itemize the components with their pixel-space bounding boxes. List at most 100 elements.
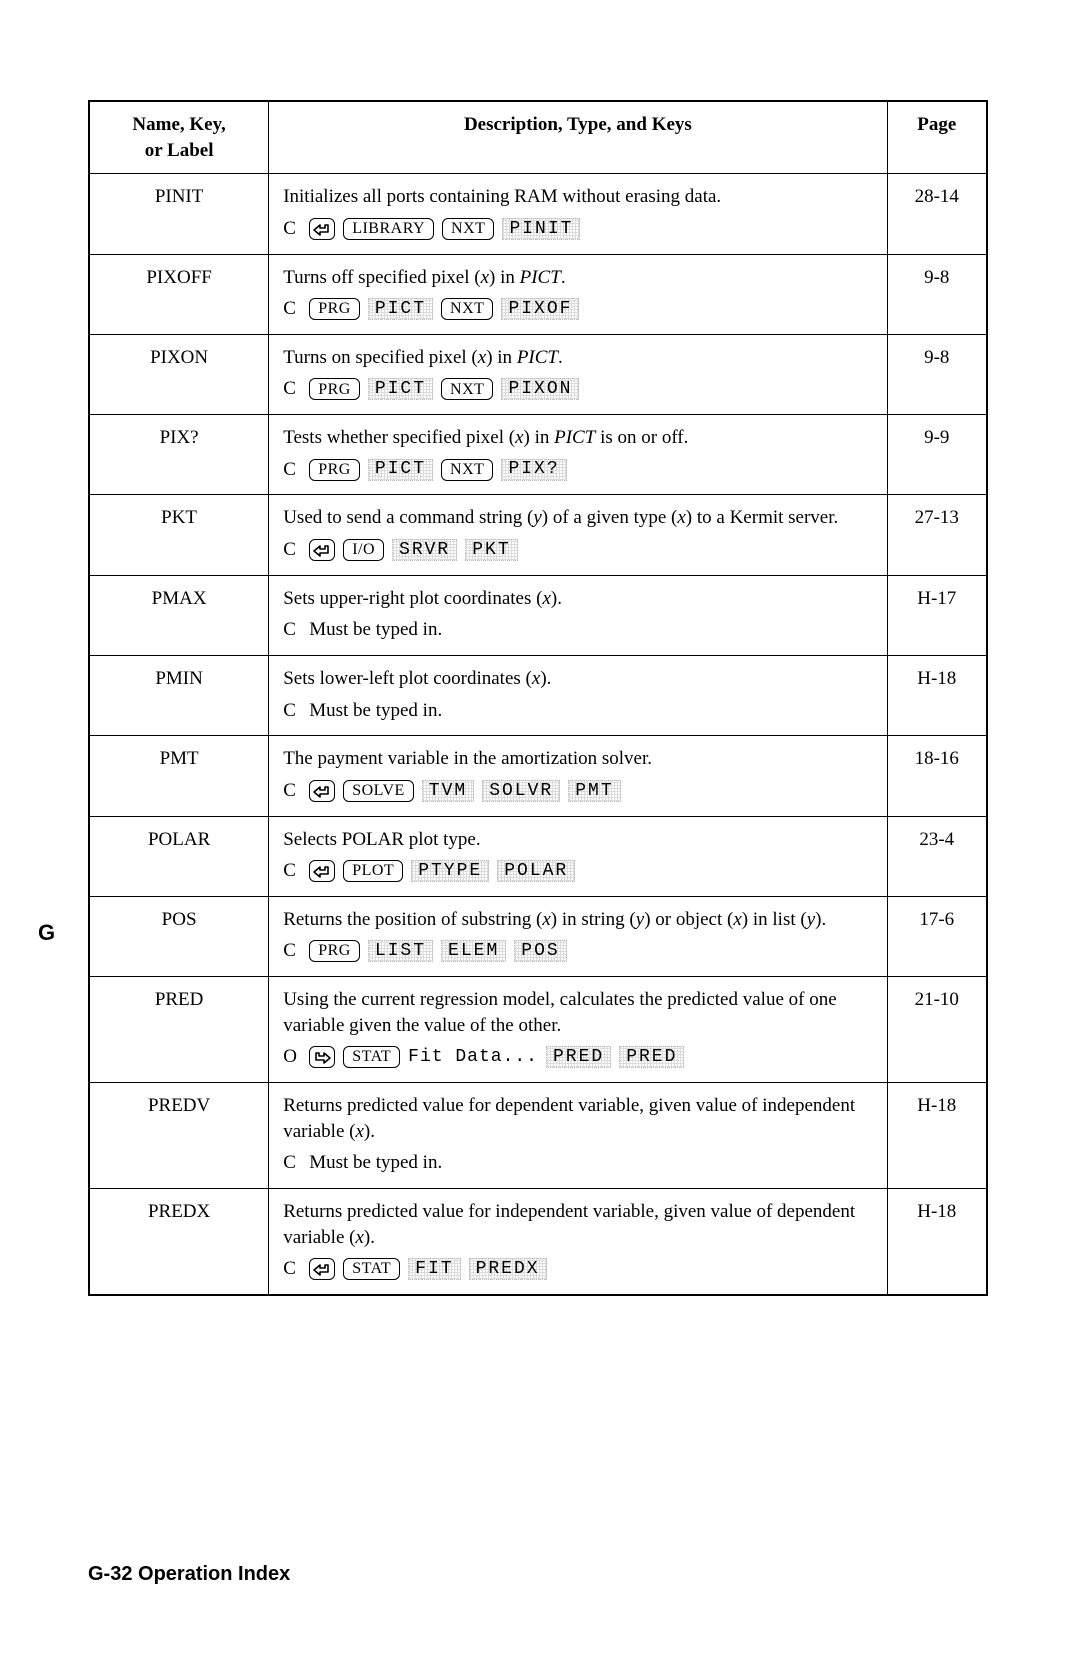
- operation-name: POS: [89, 896, 269, 976]
- page-ref: 9-9: [887, 415, 987, 495]
- operation-name: PREDX: [89, 1188, 269, 1294]
- softkey: PTYPE: [411, 860, 489, 882]
- table-row: PMAXSets upper-right plot coordinates (x…: [89, 575, 987, 655]
- type-letter: C: [283, 1256, 301, 1282]
- hardkey: NXT: [442, 218, 494, 240]
- softkey: TVM: [422, 780, 474, 802]
- softkey: PRED: [619, 1046, 684, 1068]
- operation-description: Returns predicted value for dependent va…: [269, 1083, 887, 1189]
- key-sequence: CSTATFITPREDX: [283, 1256, 872, 1282]
- softkey: PICT: [368, 459, 433, 481]
- typed-in-note: Must be typed in.: [309, 1150, 442, 1176]
- col-header-name: Name, Key,or Label: [89, 101, 269, 174]
- table-row: PINITInitializes all ports containing RA…: [89, 174, 987, 254]
- page-ref: H-18: [887, 1188, 987, 1294]
- table-row: PREDUsing the current regression model, …: [89, 977, 987, 1083]
- key-sequence: CPRGPICTNXTPIXON: [283, 376, 872, 402]
- shift-left-icon: [309, 860, 335, 882]
- type-letter: C: [283, 296, 301, 322]
- key-sequence: C PRG PICT NXT PIXOF: [283, 296, 872, 322]
- type-letter: O: [283, 1044, 301, 1070]
- hardkey: PRG: [309, 378, 360, 400]
- hardkey: PLOT: [343, 860, 403, 882]
- operation-description: Returns the position of substring (x) in…: [269, 896, 887, 976]
- type-letter: C: [283, 698, 301, 724]
- softkey: PIXOF: [501, 298, 579, 320]
- page-ref: 28-14: [887, 174, 987, 254]
- operation-description: Turns off specified pixel (x) in PICT.CP…: [269, 254, 887, 334]
- page-ref: 18-16: [887, 736, 987, 816]
- key-sequence: CPRGPICTNXTPIX?: [283, 457, 872, 483]
- col-header-page: Page: [887, 101, 987, 174]
- table-row: PMINSets lower-left plot coordinates (x)…: [89, 655, 987, 735]
- softkey: POLAR: [497, 860, 575, 882]
- operation-name: PMIN: [89, 655, 269, 735]
- operation-name: PIXON: [89, 334, 269, 414]
- type-letter: C: [283, 858, 301, 884]
- table-row: PKTUsed to send a command string (y) of …: [89, 495, 987, 575]
- key-sequence: C PRG LIST ELEM POS: [283, 938, 872, 964]
- col-header-desc: Description, Type, and Keys: [269, 101, 887, 174]
- type-letter: C: [283, 216, 301, 242]
- table-header-row: Name, Key,or Label Description, Type, an…: [89, 101, 987, 174]
- typed-in-note: Must be typed in.: [309, 617, 442, 643]
- hardkey: NXT: [441, 459, 493, 481]
- page: G Name, Key,or Label Description, Type, …: [0, 0, 1080, 1656]
- key-sequence: CI/OSRVRPKT: [283, 537, 872, 563]
- operation-name: PIX?: [89, 415, 269, 495]
- softkey: PRED: [546, 1046, 611, 1068]
- key-sequence: CLIBRARYNXTPINIT: [283, 216, 872, 242]
- shift-left-icon: [309, 780, 335, 802]
- hardkey: PRG: [309, 940, 360, 962]
- softkey: PICT: [368, 298, 433, 320]
- hardkey: STAT: [343, 1046, 400, 1068]
- table-row: POSReturns the position of substring (x)…: [89, 896, 987, 976]
- operation-description: Initializes all ports containing RAM wit…: [269, 174, 887, 254]
- operation-description: Using the current regression model, calc…: [269, 977, 887, 1083]
- hardkey: PRG: [309, 459, 360, 481]
- type-letter: C: [283, 457, 301, 483]
- table-row: PIX?Tests whether specified pixel (x) in…: [89, 415, 987, 495]
- table-row: PREDXReturns predicted value for indepen…: [89, 1188, 987, 1294]
- menu-text: Fit Data...: [408, 1045, 538, 1069]
- type-letter: C: [283, 376, 301, 402]
- operation-description: Selects POLAR plot type.CPLOTPTYPEPOLAR: [269, 816, 887, 896]
- operation-name: PRED: [89, 977, 269, 1083]
- page-ref: H-18: [887, 1083, 987, 1189]
- softkey: PIXON: [501, 378, 579, 400]
- softkey: PICT: [368, 378, 433, 400]
- hardkey: NXT: [441, 298, 493, 320]
- table-row: POLARSelects POLAR plot type.CPLOTPTYPEP…: [89, 816, 987, 896]
- softkey: SRVR: [392, 539, 457, 561]
- key-sequence: CSOLVETVMSOLVRPMT: [283, 778, 872, 804]
- shift-left-icon: [309, 1258, 335, 1280]
- table-row: PIXOFFTurns off specified pixel (x) in P…: [89, 254, 987, 334]
- type-letter: C: [283, 537, 301, 563]
- softkey: POS: [514, 940, 566, 962]
- type-letter: C: [283, 617, 301, 643]
- key-sequence: CMust be typed in.: [283, 698, 872, 724]
- operation-description: The payment variable in the amortization…: [269, 736, 887, 816]
- operation-index-table: Name, Key,or Label Description, Type, an…: [88, 100, 988, 1296]
- shift-right-icon: [309, 1046, 335, 1068]
- operation-name: POLAR: [89, 816, 269, 896]
- softkey: PMT: [568, 780, 620, 802]
- hardkey: SOLVE: [343, 780, 414, 802]
- type-letter: C: [283, 938, 301, 964]
- operation-description: Tests whether specified pixel (x) in PIC…: [269, 415, 887, 495]
- page-ref: 21-10: [887, 977, 987, 1083]
- page-ref: 23-4: [887, 816, 987, 896]
- operation-name: PMT: [89, 736, 269, 816]
- hardkey: STAT: [343, 1258, 400, 1280]
- operation-name: PINIT: [89, 174, 269, 254]
- hardkey: PRG: [309, 298, 360, 320]
- softkey: LIST: [368, 940, 433, 962]
- operation-description: Sets lower-left plot coordinates (x).CMu…: [269, 655, 887, 735]
- shift-left-icon: [309, 539, 335, 561]
- operation-name: PREDV: [89, 1083, 269, 1189]
- operation-name: PKT: [89, 495, 269, 575]
- page-ref: H-18: [887, 655, 987, 735]
- page-footer: G-32 Operation Index: [88, 1563, 290, 1586]
- type-letter: C: [283, 778, 301, 804]
- softkey: ELEM: [441, 940, 506, 962]
